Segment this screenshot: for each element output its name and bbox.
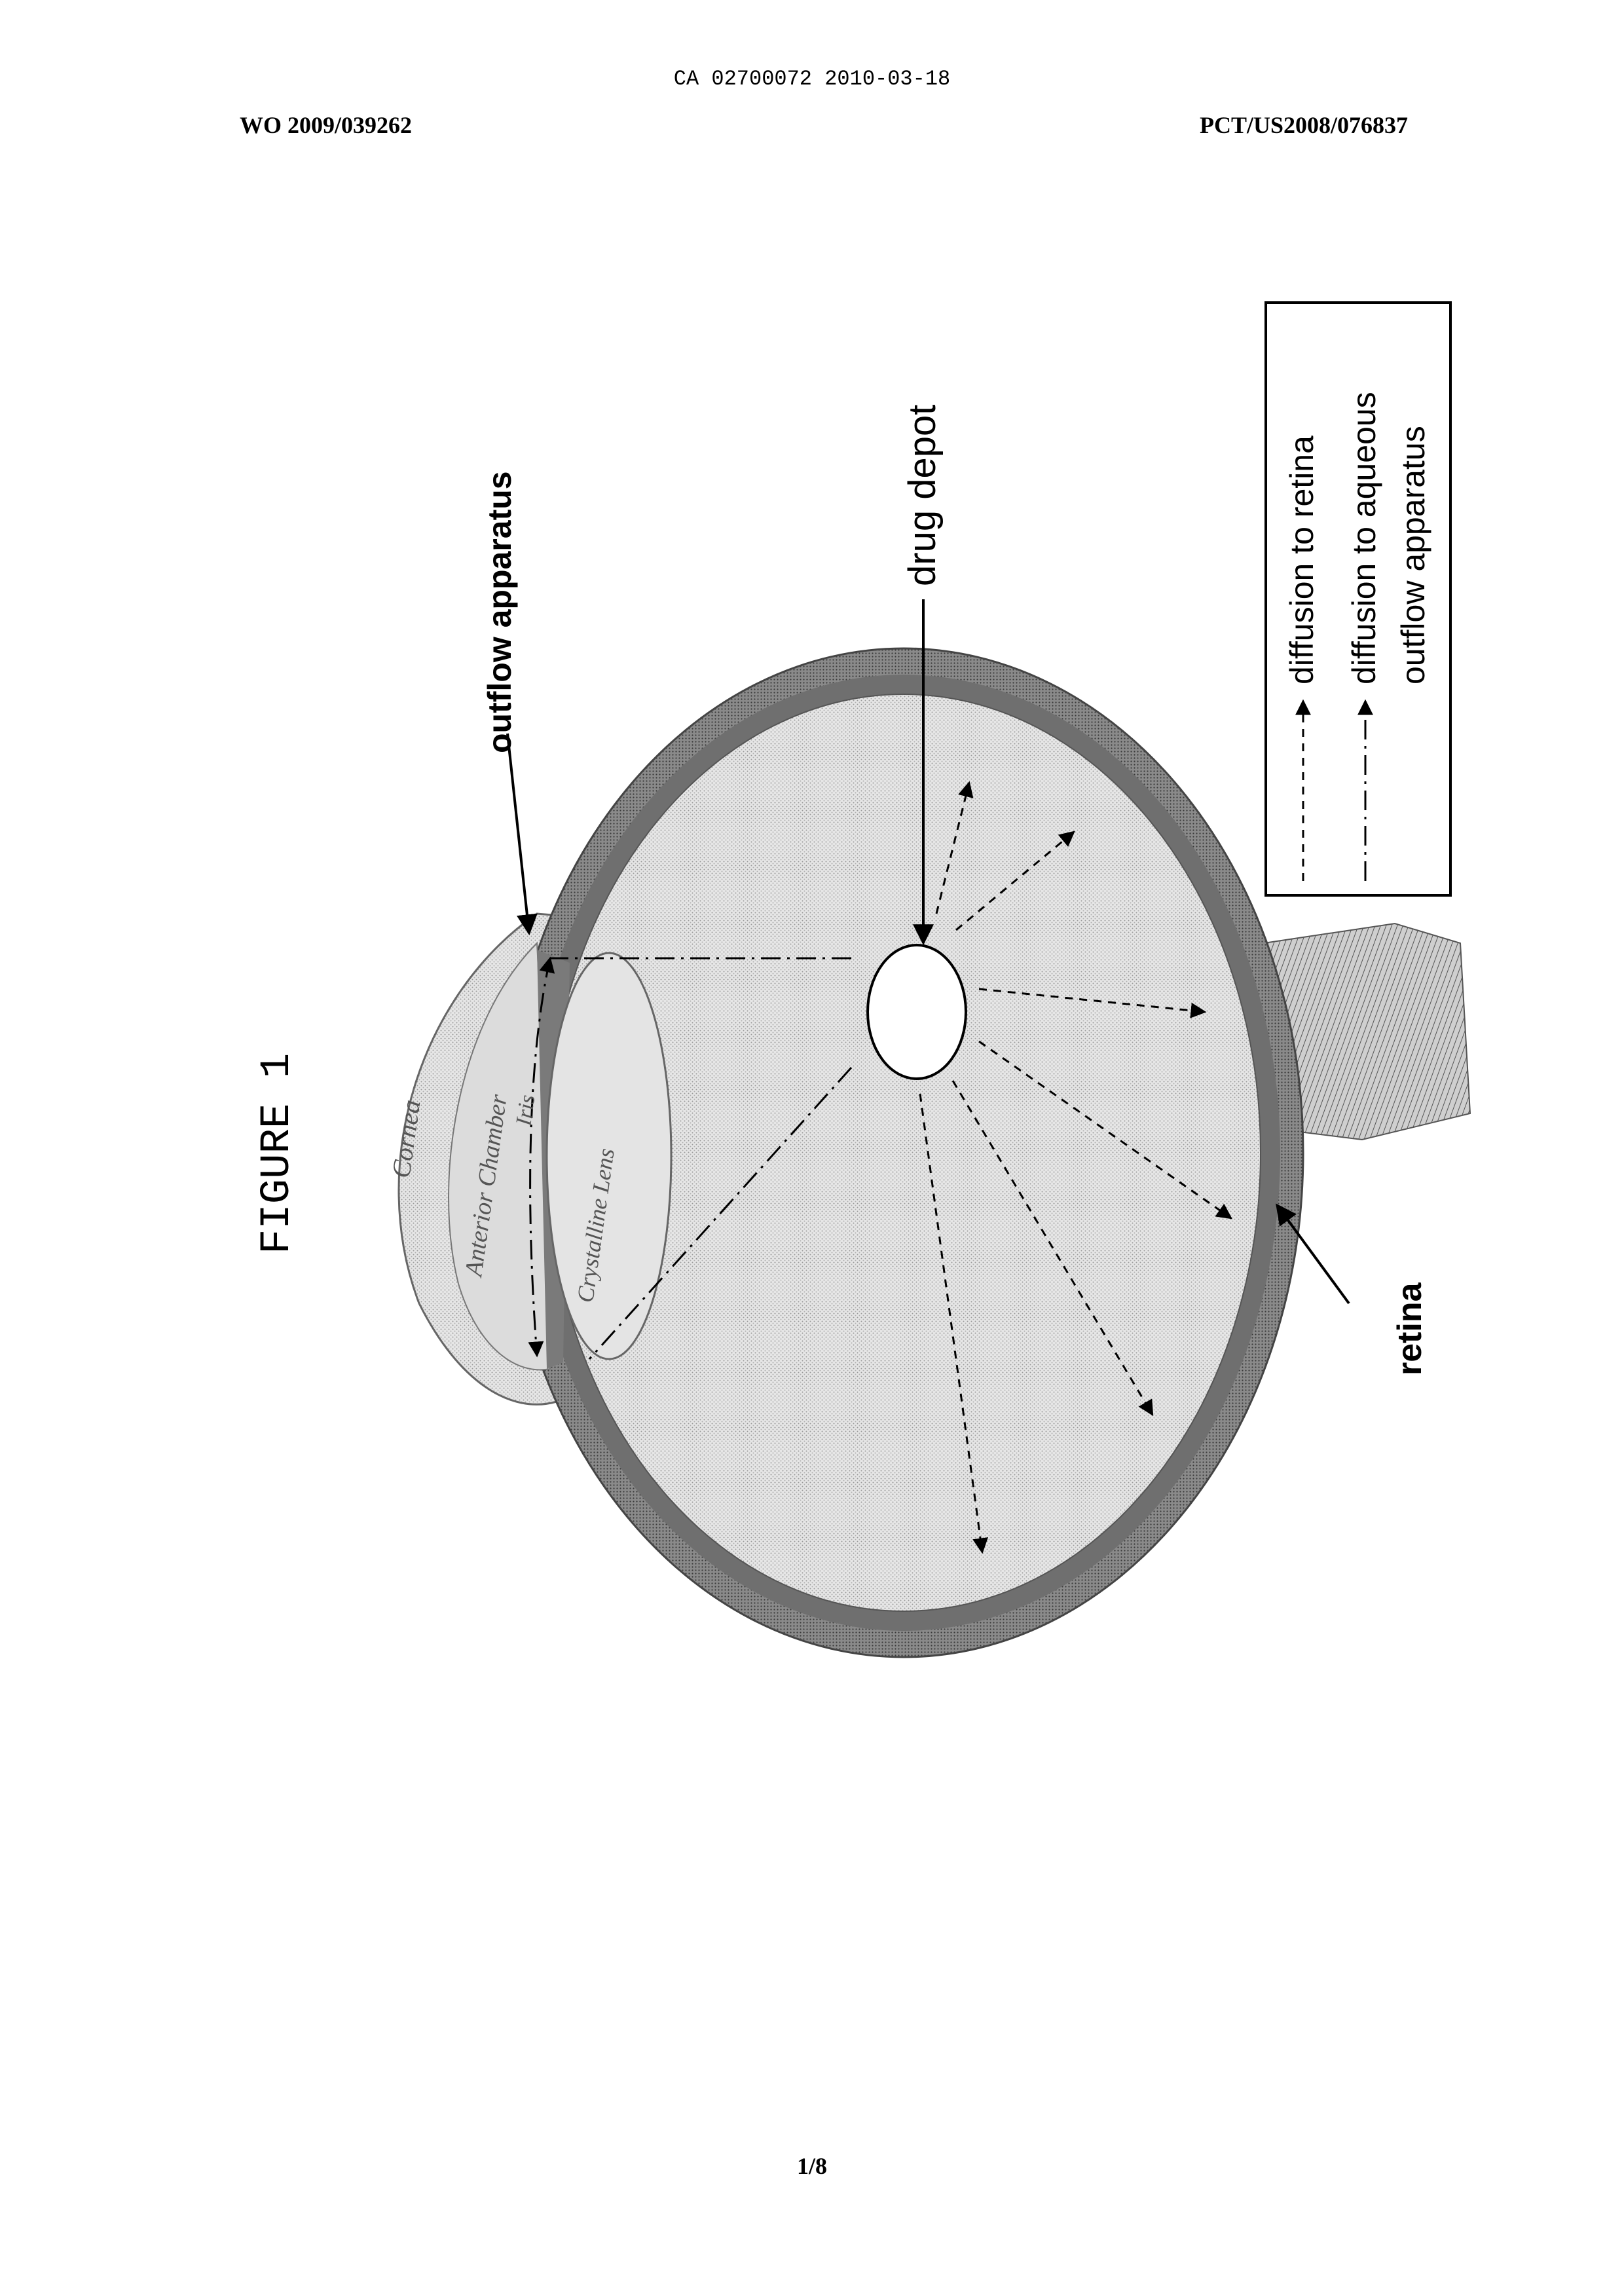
outflow-apparatus-label: outflow apparatus [481, 471, 518, 753]
page-number: 1/8 [0, 2152, 1624, 2180]
drug-depot-label: drug depot [901, 405, 944, 586]
retina-label: retina [1391, 1282, 1429, 1375]
legend-retina-text: diffusion to retina [1283, 436, 1320, 684]
drug-depot-ellipse [868, 945, 966, 1079]
legend: diffusion to retina diffusion to aqueous… [1266, 303, 1450, 895]
iris-label: Iris [511, 1093, 540, 1128]
legend-aqueous-text-2: outflow apparatus [1395, 426, 1431, 684]
outflow-leader [507, 734, 529, 933]
figure-title: FIGURE 1 [254, 1053, 301, 1254]
legend-aqueous-text-1: diffusion to aqueous [1346, 392, 1382, 684]
